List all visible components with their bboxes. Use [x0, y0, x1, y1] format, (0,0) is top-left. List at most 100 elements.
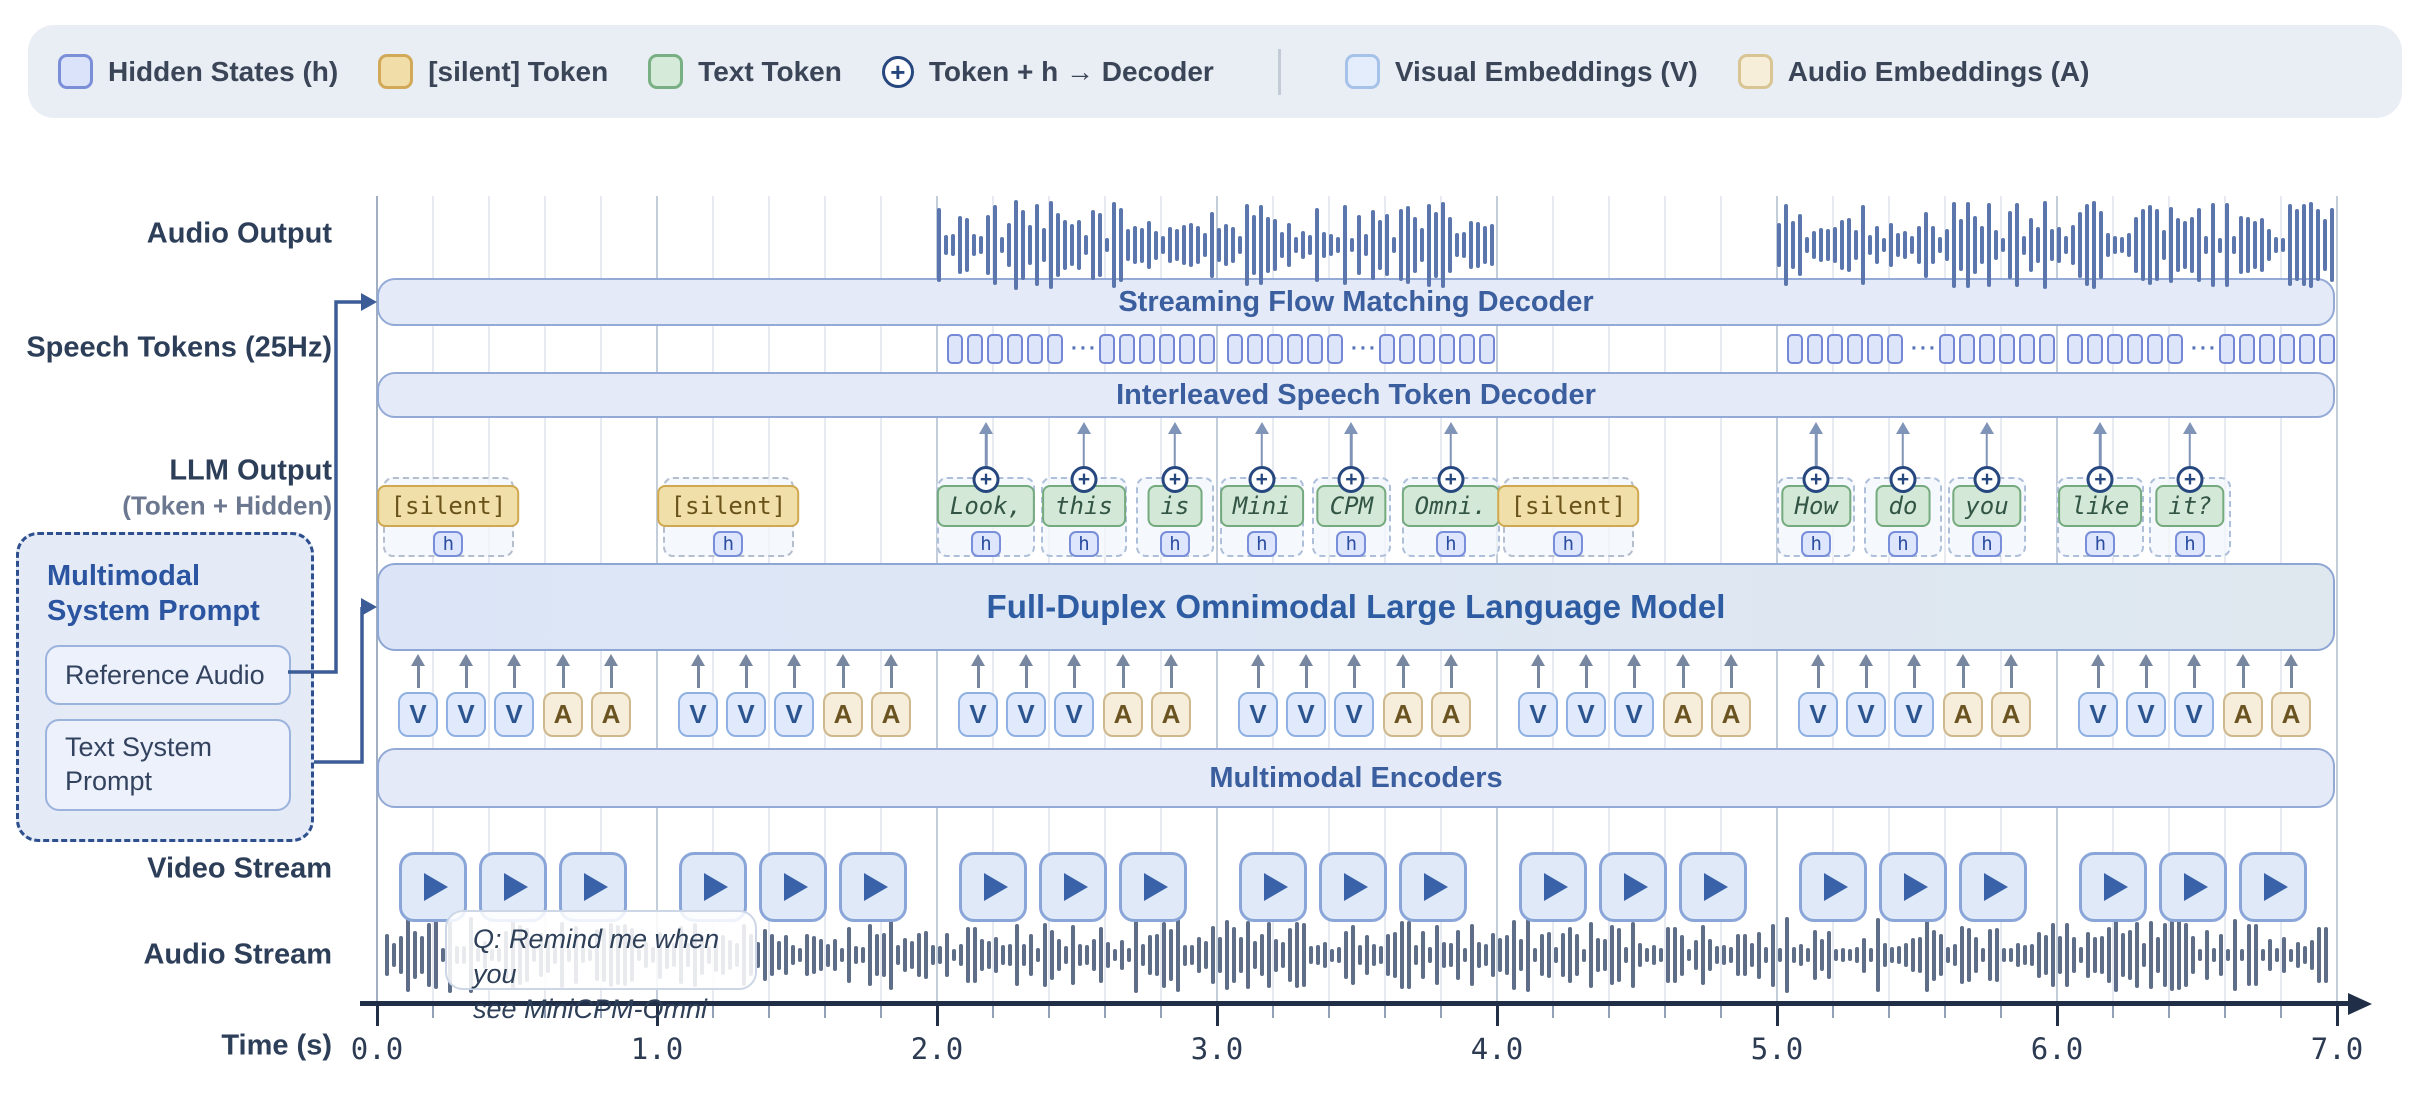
waveform-bar [1070, 224, 1074, 266]
speech-token-box [2087, 334, 2103, 364]
waveform-bar [924, 930, 929, 980]
waveform-bar [1771, 923, 1776, 987]
audio-embedding-box: A [543, 692, 583, 737]
visual-embedding-box: V [398, 692, 438, 737]
waveform-bar [2253, 221, 2257, 269]
waveform-bar [2051, 923, 2056, 987]
waveform-bar [2289, 948, 2294, 962]
play-triangle-icon [1983, 873, 2008, 901]
speech-token-box [1867, 334, 1883, 364]
waveform-bar [399, 935, 404, 975]
waveform-bar [2106, 233, 2110, 257]
waveform-bar [840, 948, 845, 962]
video-frame-play-button [1879, 852, 1947, 922]
embedding-up-arrowhead [2284, 654, 2298, 666]
text-system-prompt-item: Text System Prompt [45, 719, 291, 811]
row-label-speech-tokens: Speech Tokens (25Hz) [26, 331, 332, 364]
axis-tick-label: 7.0 [2310, 1032, 2364, 1066]
multimodal-encoders-label: Multimodal Encoders [1209, 761, 1503, 794]
waveform-bar [1826, 229, 1830, 261]
audio-embedding-box: A [591, 692, 631, 737]
embedding-up-arrowhead [1956, 654, 1970, 666]
waveform-bar [392, 943, 397, 967]
waveform-bar [1203, 232, 1207, 258]
embedding-up-arrowhead [1396, 654, 1410, 666]
plus-in-circle-icon: + [1070, 466, 1098, 493]
waveform-bar [1462, 231, 1466, 259]
waveform-bar [1197, 937, 1202, 973]
waveform-bar [1266, 216, 1270, 274]
waveform-bar [1442, 942, 1447, 968]
axis-tick-minor [1832, 1006, 1834, 1018]
axis-tick-minor [2112, 1006, 2114, 1018]
waveform-bar [1077, 219, 1081, 271]
waveform-bar [861, 947, 866, 963]
waveform-bar [2324, 926, 2329, 984]
waveform-bar [2212, 948, 2217, 962]
video-frame-play-button [2079, 852, 2147, 922]
waveform-bar [2037, 932, 2042, 978]
video-frame-play-button [759, 852, 827, 922]
axis-tick-minor [1272, 1006, 1274, 1018]
llm-token-cell: [silent] h [1497, 477, 1640, 557]
waveform-bar [2309, 201, 2313, 289]
waveform-bar [1057, 938, 1062, 972]
waveform-bar [812, 936, 817, 974]
waveform-bar [2323, 219, 2327, 271]
waveform-bar [2107, 926, 2112, 984]
waveform-bar [1183, 944, 1188, 966]
arrowhead-into-streaming-decoder [361, 293, 377, 311]
audio-embedding-box: A [1431, 692, 1471, 737]
waveform-bar [1036, 948, 1041, 962]
plus-in-circle-icon: + [1889, 466, 1917, 493]
waveform-bar [1008, 943, 1013, 967]
streaming-flow-matching-decoder-bar: Streaming Flow Matching Decoder [377, 278, 2335, 326]
waveform-bar [1966, 202, 1970, 288]
waveform-bar [1596, 938, 1601, 972]
waveform-bar [2183, 220, 2187, 270]
waveform-bar [2099, 210, 2103, 280]
visual-embedding-box: V [2078, 692, 2118, 737]
waveform-bar [2275, 947, 2280, 963]
waveform-bar [1246, 920, 1251, 990]
speech-token-box [2299, 334, 2315, 364]
token-to-decoder-arrowhead [1443, 422, 1458, 434]
waveform-bar [1694, 940, 1699, 970]
waveform-bar [434, 920, 439, 990]
waveform-bar [1960, 926, 1965, 984]
play-triangle-icon [423, 873, 448, 901]
waveform-bar [1477, 941, 1482, 969]
waveform-bar [2008, 210, 2012, 280]
speech-token-box [1007, 334, 1023, 364]
embedding-up-arrowhead [1724, 654, 1738, 666]
axis-tick-major [376, 1006, 379, 1026]
waveform-bar [1336, 237, 1340, 253]
waveform-bar [2078, 211, 2082, 279]
waveform-bar [1021, 210, 1025, 280]
video-frame-play-button [1399, 852, 1467, 922]
waveform-bar [1777, 222, 1781, 268]
waveform-bar [2127, 233, 2131, 257]
waveform-bar [1995, 928, 2000, 982]
video-frame-play-button [1039, 852, 1107, 922]
speech-token-box [1939, 334, 1955, 364]
waveform-bar [1078, 943, 1083, 967]
waveform-bar [2295, 209, 2299, 281]
speech-token-box [1047, 334, 1063, 364]
speech-token-box [1287, 334, 1303, 364]
waveform-bar [1127, 947, 1132, 963]
embedding-up-arrow-line [1402, 664, 1405, 688]
waveform-bar [944, 235, 948, 255]
waveform-bar [966, 926, 971, 984]
waveform-bar [1000, 236, 1004, 254]
speech-token-box [947, 334, 963, 364]
token-to-decoder-arrowhead [979, 422, 993, 434]
waveform-bar [882, 933, 887, 977]
waveform-bar [1316, 944, 1321, 966]
waveform-bar [1413, 217, 1417, 273]
waveform-bar [763, 929, 768, 981]
embedding-up-arrow-line [1537, 664, 1540, 688]
embedding-up-arrow-line [2242, 664, 2245, 688]
waveform-bar [1176, 918, 1181, 992]
embedding-up-arrow-line [1585, 664, 1588, 688]
